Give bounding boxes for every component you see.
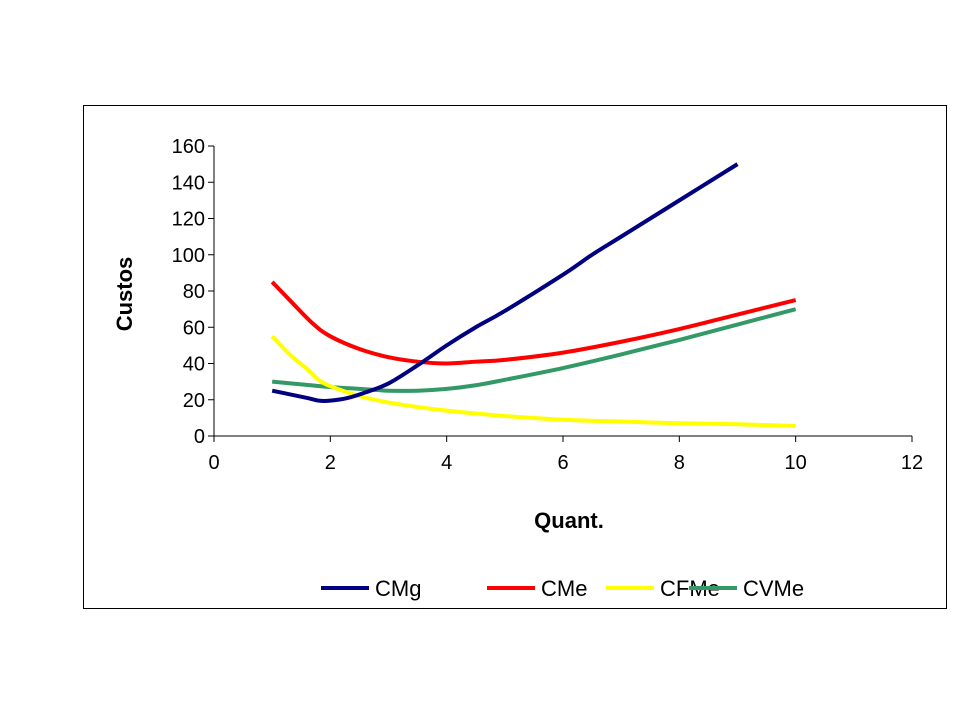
y-tick-label: 120 — [172, 209, 205, 231]
y-axis-title: Custos — [112, 257, 137, 332]
y-tick-label: 80 — [183, 281, 205, 303]
x-tick-label: 12 — [901, 452, 923, 474]
series-line-cmg — [271, 162, 739, 403]
line-chart: 0 20 40 60 80 100 120 140 160 0 2 4 6 8 10 12 Quant. Cu… — [112, 136, 924, 601]
axis-labels: Quant. Custos — [112, 257, 604, 533]
series-lines — [270, 162, 797, 429]
x-tick-label: 0 — [208, 452, 219, 474]
y-tick-label: 20 — [183, 390, 205, 412]
x-tick-label: 10 — [785, 452, 807, 474]
legend-label-cmg: CMg — [375, 576, 421, 601]
y-tick-label: 160 — [172, 136, 205, 158]
y-tick-label: 100 — [172, 245, 205, 267]
x-tick-label: 4 — [441, 452, 452, 474]
y-tick-label: 40 — [183, 354, 205, 376]
axes: 0 20 40 60 80 100 120 140 160 0 2 4 6 8 10 12 — [172, 136, 924, 474]
x-tick-label: 2 — [325, 452, 336, 474]
chart-area: 0 20 40 60 80 100 120 140 160 0 2 4 6 8 10 12 Quant. Cu… — [83, 105, 947, 609]
x-axis-title: Quant. — [534, 508, 604, 533]
x-tick-label: 8 — [674, 452, 685, 474]
legend-label-cme: CMe — [541, 576, 587, 601]
series-line-cfme — [270, 334, 796, 429]
series-line-cme — [270, 280, 797, 366]
y-tick-label: 140 — [172, 172, 205, 194]
x-tick-label: 6 — [557, 452, 568, 474]
y-tick-label: 60 — [183, 317, 205, 339]
legend: CMg CMe CFMe CVMe — [321, 576, 804, 601]
legend-label-cvme: CVMe — [743, 576, 804, 601]
y-tick-label: 0 — [194, 426, 205, 448]
